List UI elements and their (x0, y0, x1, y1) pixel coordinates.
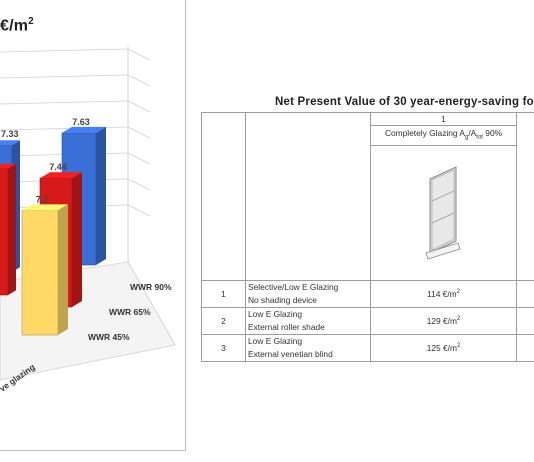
facade-image-cell (370, 144, 517, 281)
row-index: 1 (201, 279, 246, 308)
npv-table: 1 Completely Glazing Ag/Atot 90% 1 Selec… (201, 112, 534, 362)
gridline (0, 48, 129, 53)
row-value: 129 €/m2 (370, 306, 517, 335)
row-value: 125 €/m2 (370, 333, 517, 362)
bar-side (8, 163, 16, 295)
bar-side (72, 172, 82, 307)
row-index: 3 (201, 333, 246, 362)
table-title: Net Present Value of 30 year-energy-savi… (275, 96, 534, 108)
category-label: WWR 45% (88, 332, 130, 342)
bar-value-label: 7.63 (72, 117, 90, 127)
row-description: Low E Glazing External venetian blind (245, 333, 371, 362)
row-next-cell (516, 333, 534, 362)
row-description: Low E Glazing External roller shade (245, 306, 371, 335)
bar-top (40, 172, 82, 179)
chart-unit-title: €/m2 (0, 16, 34, 35)
gridline (0, 100, 129, 105)
row-next-cell (516, 279, 534, 308)
side-gridline (127, 74, 151, 87)
category-label: WWR 90% (130, 282, 172, 292)
table-row: 1 Selective/Low E Glazing No shading devi… (201, 279, 534, 308)
side-gridline (127, 126, 151, 139)
side-gridline (127, 152, 151, 165)
bar-side (96, 126, 106, 265)
index-header-cell (201, 112, 246, 281)
gridline (0, 126, 129, 131)
side-gridline (127, 48, 151, 61)
column-label-cell: Completely Glazing Ag/Atot 90% (370, 125, 517, 146)
table-row: 2 Low E Glazing External roller shade 129… (201, 306, 534, 335)
gridline (0, 74, 129, 79)
table-header-row: 1 (201, 112, 534, 281)
option-header-cell (245, 112, 371, 281)
bar-top (62, 126, 106, 133)
bar-side (58, 204, 68, 335)
bar-value-label: 7.2 (36, 194, 49, 204)
side-gridline (127, 100, 151, 113)
side-gridline (127, 178, 151, 191)
glazed-facade-illustration (424, 165, 461, 260)
bar-top (0, 163, 16, 169)
column-number-cell: 1 (370, 112, 517, 126)
bar (0, 168, 9, 296)
bar-value-label: 7.44 (49, 162, 67, 172)
bar (21, 210, 59, 336)
bar-top (22, 204, 68, 211)
npv-table-panel: Net Present Value of 30 year-energy-savi… (201, 95, 534, 370)
facade-image-row (202, 144, 534, 281)
row-next-cell (516, 306, 534, 335)
table-row: 3 Low E Glazing External venetian blind 1… (201, 333, 534, 362)
next-column-cell (516, 112, 534, 281)
side-gridline (127, 204, 151, 217)
row-description: Selective/Low E Glazing No shading device (245, 279, 371, 308)
bar-top (0, 140, 20, 146)
category-label: WWR 65% (109, 307, 151, 317)
chart-panel: 7.63 7.33 7.44 7.2 WWR 90% WWR 65% WWR 45% ve g… (0, 0, 186, 451)
bar-value-label: 7.33 (1, 129, 19, 139)
row-value: 114 €/m2 (370, 279, 517, 308)
row-index: 2 (201, 306, 246, 335)
